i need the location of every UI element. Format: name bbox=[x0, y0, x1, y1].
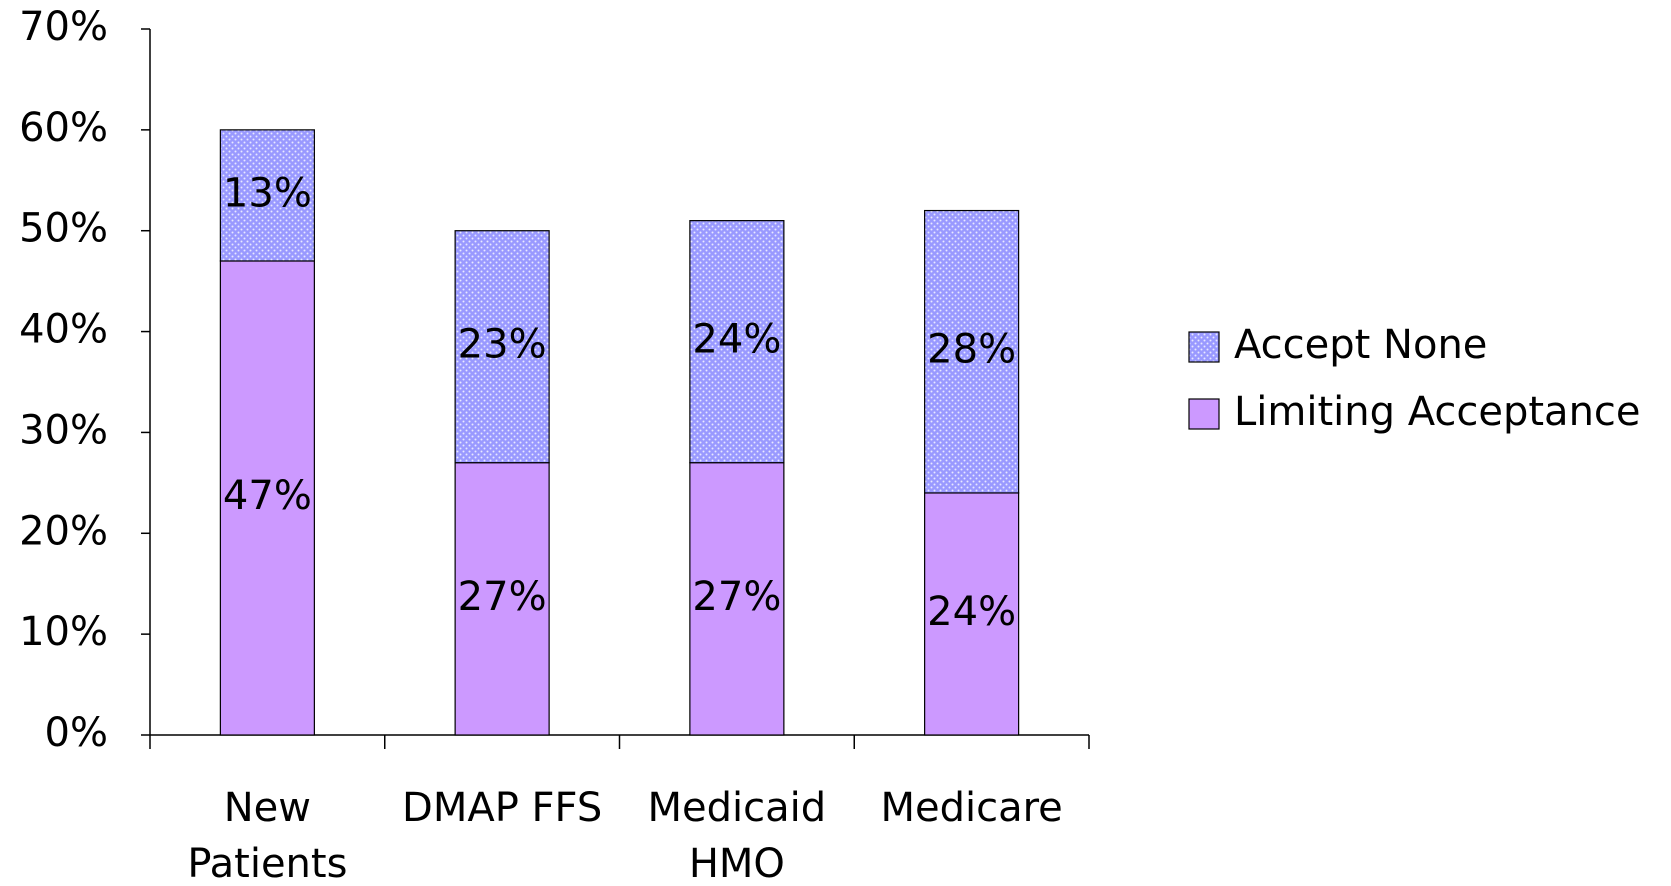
y-tick-label: 0% bbox=[45, 710, 108, 756]
legend-swatch bbox=[1188, 331, 1220, 363]
x-tick-label: New Patients bbox=[187, 785, 347, 886]
x-tick-label: Medicare bbox=[880, 785, 1062, 831]
value-label: 13% bbox=[223, 170, 312, 216]
legend-label: Limiting Acceptance bbox=[1234, 389, 1641, 435]
y-tick-label: 10% bbox=[19, 609, 108, 655]
bar-segment bbox=[689, 462, 785, 736]
value-label: 23% bbox=[458, 322, 547, 368]
bar-segment bbox=[689, 220, 785, 464]
y-tick-label: 70% bbox=[19, 4, 108, 50]
y-tick-label: 60% bbox=[19, 105, 108, 151]
value-label: 27% bbox=[458, 574, 547, 620]
bar-segment bbox=[219, 260, 315, 736]
y-tick-label: 30% bbox=[19, 407, 108, 453]
bar-segment bbox=[219, 129, 315, 262]
value-label: 28% bbox=[927, 327, 1016, 373]
y-tick-label: 40% bbox=[19, 307, 108, 353]
y-tick-label: 50% bbox=[19, 206, 108, 252]
value-label: 24% bbox=[692, 317, 781, 363]
value-label: 27% bbox=[692, 574, 781, 620]
y-tick-label: 20% bbox=[19, 508, 108, 554]
bar-segment bbox=[454, 230, 550, 464]
bar-segment bbox=[454, 462, 550, 736]
value-label: 24% bbox=[927, 589, 1016, 635]
legend-label: Accept None bbox=[1234, 322, 1487, 368]
x-tick-label: Medicaid HMO bbox=[648, 785, 827, 886]
value-label: 47% bbox=[223, 473, 312, 519]
bar-segment bbox=[924, 209, 1020, 494]
x-tick-label: DMAP FFS bbox=[402, 785, 602, 831]
legend-swatch bbox=[1188, 398, 1220, 430]
